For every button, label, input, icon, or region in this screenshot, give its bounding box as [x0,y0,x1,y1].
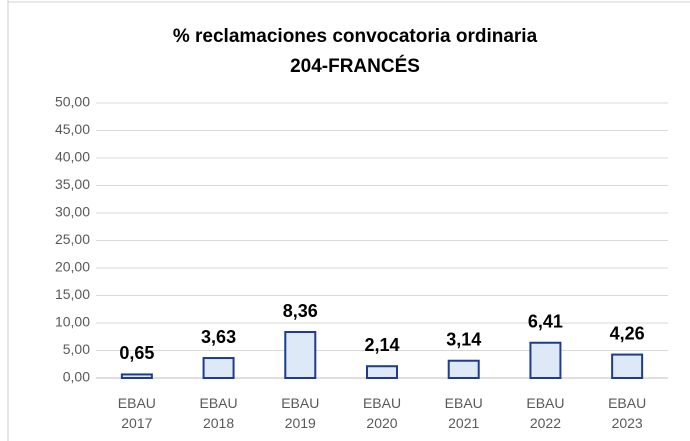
x-tick-label: EBAU 2023 [608,395,646,431]
chart-subtitle: 204-FRANCÉS [290,55,420,77]
data-label: 3,63 [201,327,236,347]
x-tick-label: EBAU 2022 [526,395,564,431]
y-tick-label: 30,00 [55,204,90,220]
y-tick-label: 15,00 [55,286,90,302]
y-tick-label: 25,00 [55,231,90,247]
y-tick-label: 0,00 [63,369,90,385]
data-label: 0,65 [119,343,154,363]
y-tick-label: 45,00 [55,121,90,137]
x-tick-label: EBAU 2019 [281,395,319,431]
data-label: 8,36 [283,301,318,321]
data-label: 2,14 [364,335,399,355]
bar [447,359,480,380]
data-label: 3,14 [446,329,481,349]
x-tick-label: EBAU 2018 [200,395,238,431]
x-tick-label: EBAU 2017 [118,395,156,431]
data-label: 4,26 [610,323,645,343]
data-label: 6,41 [528,311,563,331]
bar [202,357,235,380]
y-tick-label: 40,00 [55,149,90,165]
bar [284,331,317,379]
y-tick-label: 20,00 [55,259,90,275]
bar [611,353,644,380]
x-tick-label: EBAU 2020 [363,395,401,431]
bar [366,365,398,380]
bar [529,341,562,379]
x-tick-label: EBAU 2021 [445,395,483,431]
y-tick-label: 50,00 [55,94,90,110]
y-tick-label: 5,00 [63,341,90,357]
bar [120,373,153,379]
y-tick-label: 10,00 [55,314,90,330]
chart-title: % reclamaciones convocatoria ordinaria [173,26,538,47]
y-tick-label: 35,00 [55,176,90,192]
